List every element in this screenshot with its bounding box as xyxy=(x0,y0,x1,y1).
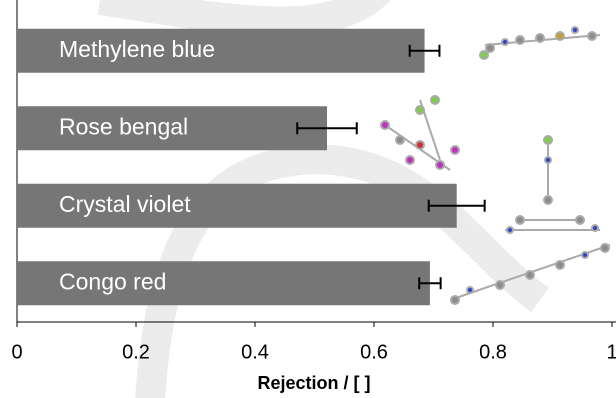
molecule-crystal-violet xyxy=(505,136,600,233)
x-tick-label: 0.4 xyxy=(241,341,269,363)
x-tick-label: 0.2 xyxy=(122,341,150,363)
page: {"chart_data": {"type": "barh", "categor… xyxy=(0,0,616,398)
category-label: Crystal violet xyxy=(59,191,191,217)
x-tick-label: 0.6 xyxy=(360,341,388,363)
x-tick-label: 0.8 xyxy=(479,341,507,363)
category-label: Congo red xyxy=(59,268,166,294)
plot-area: 0 0.2 0.4 0.6 0.8 1 Methylene blue Rose bengal C… xyxy=(11,0,616,363)
x-axis-title: Rejection / [ ] xyxy=(257,373,370,393)
category-label: Methylene blue xyxy=(59,36,215,62)
x-tick-label: 0 xyxy=(11,341,22,363)
chart: 0 0.2 0.4 0.6 0.8 1 Methylene blue Rose bengal C… xyxy=(0,0,616,398)
molecule-methylene-blue xyxy=(480,27,600,59)
category-label: Rose bengal xyxy=(59,113,188,139)
molecule-rose-bengal xyxy=(381,96,459,170)
x-tick-label: 1 xyxy=(606,341,616,363)
